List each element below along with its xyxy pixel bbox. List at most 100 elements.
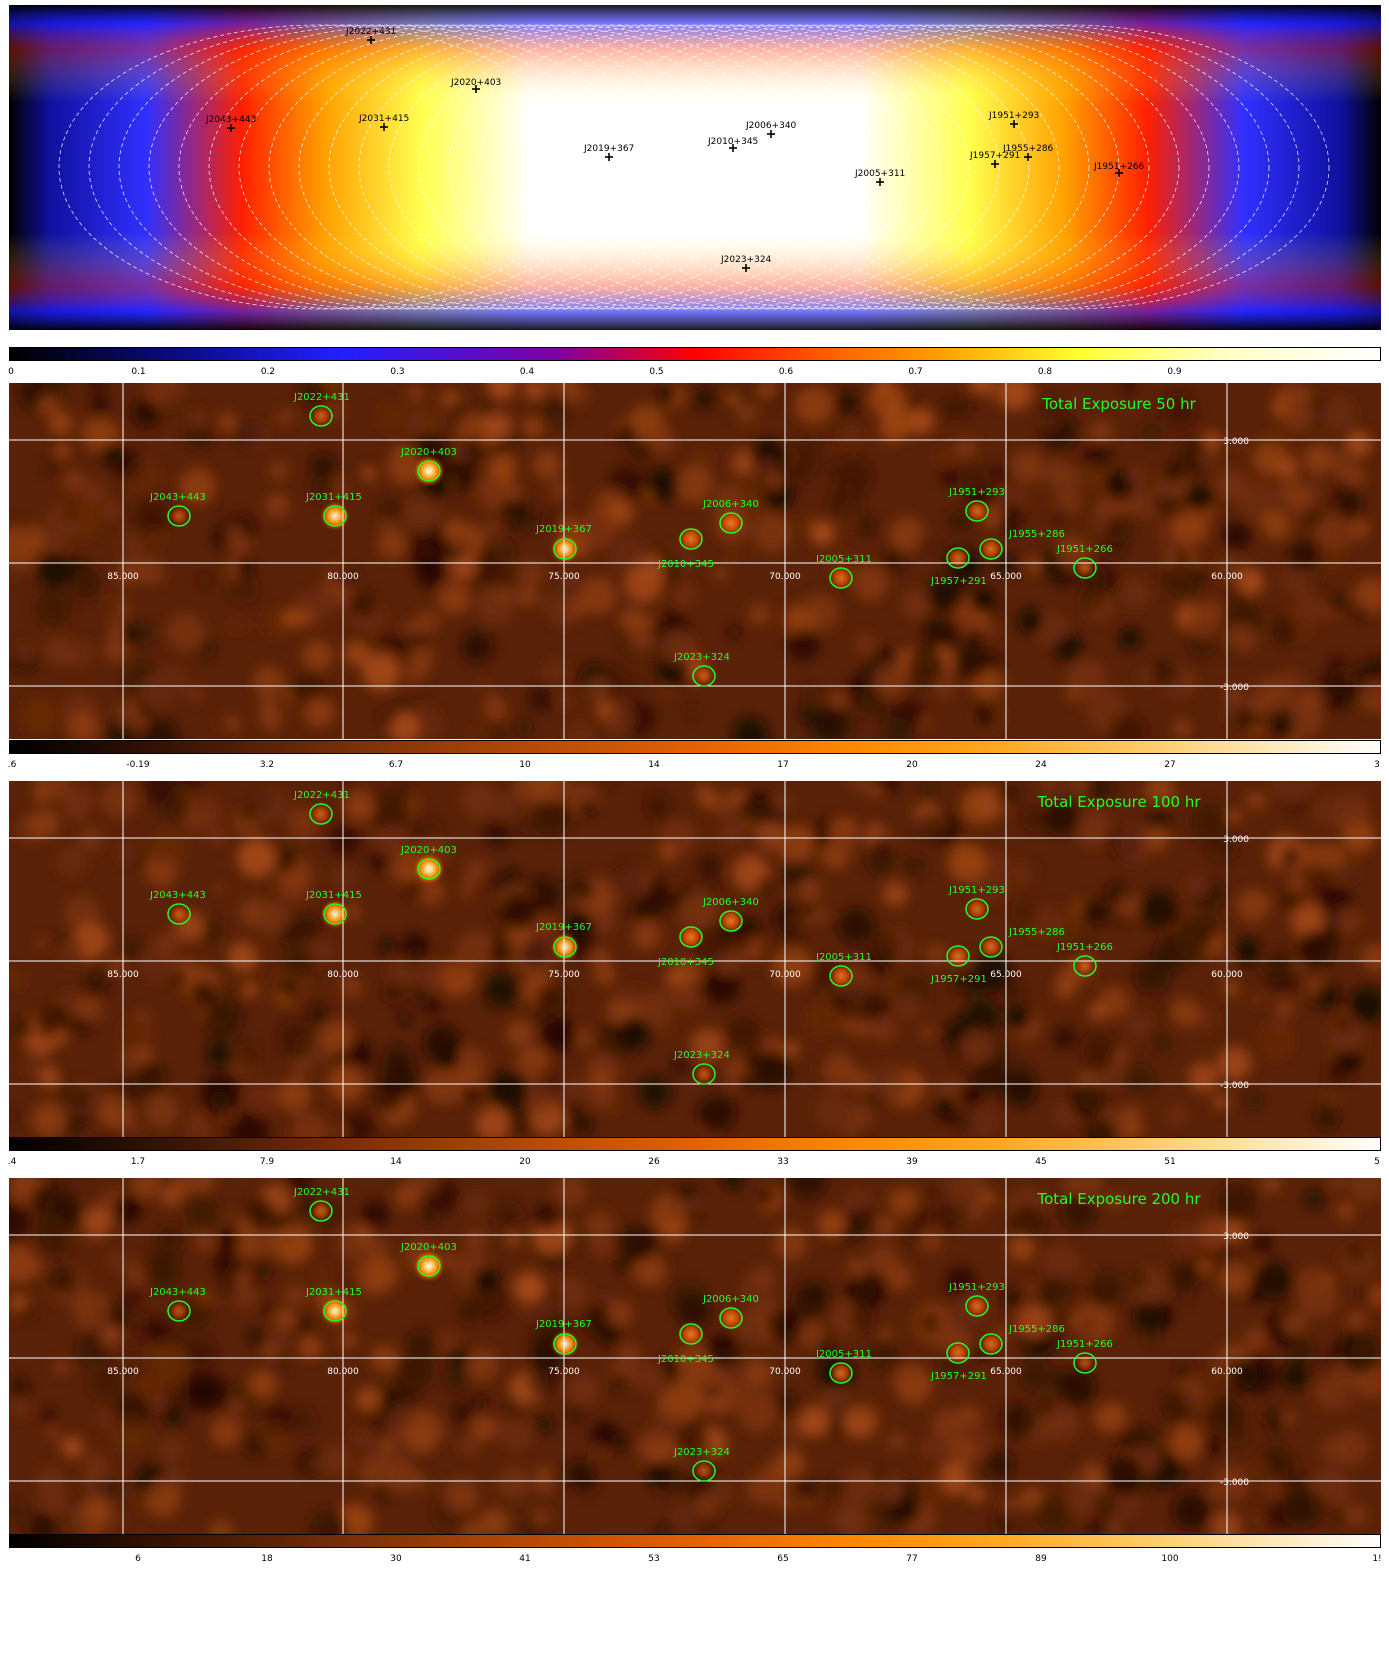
colorbar-tick-label: 6.7 (388, 760, 404, 770)
source-region-circle (309, 803, 333, 825)
source-emission (694, 1461, 714, 1481)
source-emission (717, 907, 745, 935)
colorbar-tick-label: 0.8 (1037, 367, 1053, 377)
source-region-circle (979, 936, 1003, 958)
colorbar-tick-label: 6 (135, 1554, 141, 1564)
significance-map-panel: 85.000 80.000 75.000 70.000 65.000 60.000 3.00… (9, 781, 1381, 1137)
source-label: J2043+443 (205, 115, 256, 125)
exposure-title: Total Exposure 50 hr (1041, 395, 1196, 413)
longitude-label: 60.000 (1211, 572, 1243, 582)
noise-texture (9, 1178, 1381, 1534)
source-label: J2022+431 (293, 790, 350, 801)
source-region-circle (946, 1342, 970, 1364)
source-region-circle (692, 1063, 716, 1085)
source-emission (965, 897, 989, 921)
source-region-circle (1073, 1352, 1097, 1374)
source-label: J2010+345 (657, 559, 714, 570)
source-label: J2019+367 (535, 1319, 592, 1330)
source-label: J2005+311 (854, 169, 905, 179)
acceptance-source-markers: J2022+431 J2020+403 J2043+443 J2031+415 J201… (205, 27, 1145, 272)
source-emission (169, 1301, 189, 1321)
source-label: J2043+443 (149, 890, 206, 901)
source-label: J2010+345 (657, 1354, 714, 1365)
fov-ellipse (658, 24, 1180, 310)
source-emission (310, 405, 332, 427)
source-region-circle (965, 898, 989, 920)
source-region-circle (323, 1300, 347, 1322)
source-region-circle (692, 665, 716, 687)
colorbar-tick-label: 0.1 (131, 367, 146, 377)
longitude-label: 85.000 (107, 572, 139, 582)
source-label: J2043+443 (149, 1287, 206, 1298)
colorbar-tick-label: 7.9 (259, 1157, 275, 1167)
source-label: J1951+266 (1056, 942, 1113, 953)
colorbar-tick-label: 53 (648, 1554, 660, 1564)
source-region-circle (553, 936, 577, 958)
source-label: J1955+286 (1002, 144, 1054, 154)
colorbar-tick-label: 41 (519, 1554, 531, 1564)
source-label: J2010+345 (707, 137, 758, 147)
latitude-label: -3.000 (1220, 1478, 1249, 1488)
source-emission (1075, 956, 1095, 976)
source-emission (1075, 1353, 1095, 1373)
fov-ellipse (418, 24, 940, 310)
source-region-circle (167, 903, 191, 925)
source-region-circle (946, 547, 970, 569)
colorbar-tick-label: 0.9 (1167, 367, 1182, 377)
source-label: J2006+340 (702, 499, 759, 510)
source-label: J2031+415 (305, 890, 362, 901)
source-label: J1951+266 (1056, 1339, 1113, 1350)
fov-ellipse (238, 24, 760, 310)
source-emission (717, 509, 745, 537)
source-label: J2019+367 (583, 144, 634, 154)
latitude-label: -3.000 (1220, 1081, 1249, 1091)
source-label: J2019+367 (535, 922, 592, 933)
source-region-circle (553, 1333, 577, 1355)
source-region-circle (309, 1200, 333, 1222)
source-region-circle (323, 505, 347, 527)
latitude-label: 3.000 (1223, 1232, 1249, 1242)
source-label: J2023+324 (673, 1050, 730, 1061)
longitude-label: 80.000 (327, 1367, 359, 1377)
colorbar-tick-label: 65 (777, 1554, 789, 1564)
colorbar-tick-label: 3 (1374, 760, 1380, 770)
source-region-circle (719, 910, 743, 932)
colorbar-tick-label: 39 (906, 1157, 918, 1167)
colorbar-tick-label: 0.6 (778, 367, 794, 377)
latitude-label: 3.000 (1223, 437, 1249, 447)
source-label: J2023+324 (720, 255, 772, 265)
source-region-circle (679, 1323, 703, 1345)
source-emission (979, 935, 1003, 959)
longitude-label: 60.000 (1211, 1367, 1243, 1377)
colorbar-tick-label: 77 (906, 1554, 918, 1564)
colorbar-tick-label: 27 (1164, 760, 1176, 770)
fov-ellipse (748, 24, 1270, 310)
source-crosshair: J1957+291 (969, 151, 1020, 168)
source-region-circle (719, 512, 743, 534)
colorbar-tick-label: 1! (1372, 1554, 1382, 1564)
source-crosshair: J2006+340 (745, 121, 797, 138)
source-crosshair: J2022+431 (345, 27, 396, 44)
source-label: J1951+266 (1056, 544, 1113, 555)
fov-ellipse (328, 24, 850, 310)
source-emission (413, 455, 445, 487)
fov-ellipse (88, 24, 610, 310)
colorbar-tick-label: 20 (906, 760, 918, 770)
fov-ellipse (478, 24, 1000, 310)
fov-ellipse (808, 24, 1330, 310)
source-label: J2031+415 (305, 492, 362, 503)
source-region-circle (679, 926, 703, 948)
source-emission (828, 565, 854, 591)
colorbar-tick-label: 0 (8, 367, 14, 377)
colorbar-tick-label: 0.5 (649, 367, 664, 377)
colorbar-tick-label: 45 (1035, 1157, 1047, 1167)
colorbar-tick-label: 51 (1164, 1157, 1176, 1167)
source-label: J2019+367 (535, 524, 592, 535)
significance-colorbar: .6 -0.19 3.2 6.7 10 14 17 20 24 27 3 (8, 740, 1381, 770)
source-label: J2020+403 (450, 78, 501, 88)
source-region-circle (417, 460, 441, 482)
colorbar-tick-label: 10 (519, 760, 531, 770)
colorbar-tick-label: 20 (519, 1157, 531, 1167)
colorbar-tick-label: 17 (777, 760, 789, 770)
source-crosshair: J2005+311 (854, 169, 905, 186)
